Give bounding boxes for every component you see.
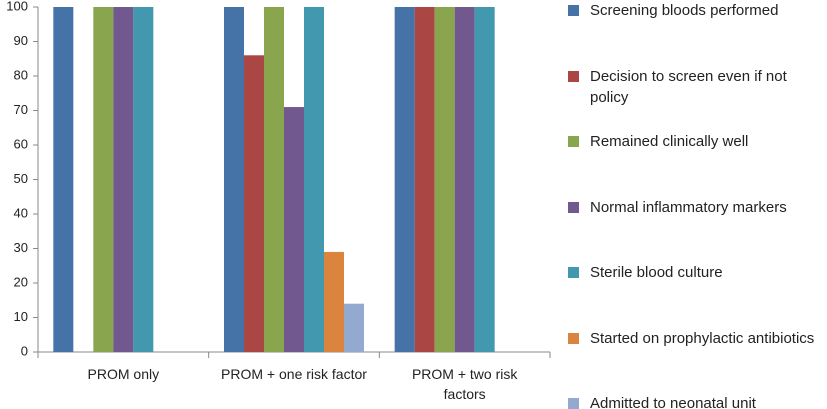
x-tick-label: PROM only	[87, 366, 160, 382]
legend-item: Normal inflammatory markers	[568, 197, 823, 218]
legend-swatch	[568, 267, 579, 278]
legend-label: Screening bloods performed	[590, 2, 779, 19]
bar	[133, 7, 154, 352]
y-tick-label: 100	[6, 0, 28, 13]
legend-item: Started on prophylactic antibiotics	[568, 328, 823, 349]
legend-label: Remained clinically well	[590, 133, 749, 150]
bar	[284, 107, 304, 352]
bar	[344, 303, 364, 352]
x-tick-label: PROM + one risk factor	[221, 366, 367, 382]
bar	[414, 7, 435, 352]
bar	[113, 7, 134, 352]
legend-swatch	[568, 201, 579, 213]
y-tick-label: 50	[14, 171, 28, 186]
legend-item: Screening bloods performed	[568, 0, 823, 21]
legend-label: Normal inflammatory markers	[590, 198, 787, 216]
y-tick-label: 90	[14, 33, 28, 48]
legend-swatch	[568, 398, 579, 409]
legend-label: Started on prophylactic antibiotics	[590, 329, 815, 347]
x-tick-label: PROM + two risk factors	[411, 366, 518, 402]
y-tick-label: 10	[14, 309, 28, 324]
bar	[53, 7, 74, 352]
y-tick-label: 70	[14, 102, 28, 117]
y-tick-label: 20	[14, 274, 28, 289]
bar	[394, 7, 415, 352]
bar	[324, 251, 344, 352]
legend-label: Sterile blood culture	[590, 264, 723, 281]
bar	[434, 7, 455, 352]
y-tick-label: 40	[14, 205, 28, 220]
bar	[474, 7, 495, 352]
y-tick-label: 30	[14, 240, 28, 255]
legend-item: Remained clinically well	[568, 131, 823, 152]
bar	[264, 7, 284, 352]
legend-item: Sterile blood culture	[568, 262, 823, 283]
legend-swatch	[568, 136, 579, 147]
legend-item: Decision to screen even if not policy	[568, 66, 823, 108]
bar	[244, 55, 264, 353]
legend-label: Admitted to neonatal unit	[590, 395, 756, 409]
legend-swatch	[568, 332, 579, 344]
bar	[224, 7, 244, 352]
y-tick-label: 80	[14, 67, 28, 82]
y-tick-label: 60	[14, 136, 28, 151]
legend-item: Admitted to neonatal unit	[568, 393, 823, 409]
legend-swatch	[568, 70, 579, 82]
legend-label: Decision to screen even if not policy	[590, 67, 787, 106]
bar	[93, 7, 114, 352]
bar	[454, 7, 475, 352]
bar	[304, 7, 324, 352]
y-tick-label: 0	[21, 343, 28, 358]
legend-swatch	[568, 5, 579, 16]
